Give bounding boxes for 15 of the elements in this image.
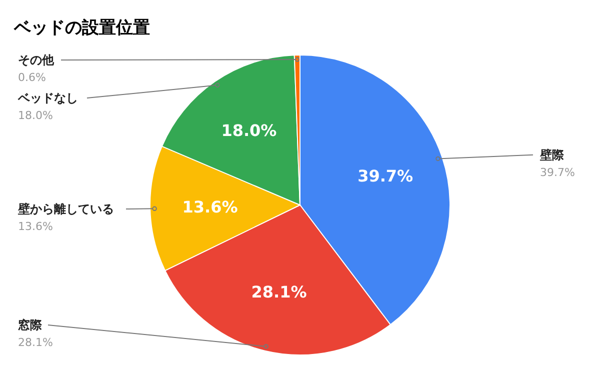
slice-label: ベッドなし	[17, 91, 78, 105]
data-label: 0.6%	[18, 71, 46, 84]
data-label: 18.0%	[221, 120, 277, 140]
slice-label: 壁際	[539, 148, 565, 162]
data-label: 39.7%	[358, 166, 414, 186]
text: 18.0%	[18, 109, 53, 122]
data-label: 13.6%	[182, 197, 238, 216]
slice-label: 壁から離している	[17, 202, 114, 216]
text: 28.1%	[18, 336, 53, 349]
slice-label: 窓際	[18, 318, 43, 332]
text: 13.6%	[18, 220, 53, 233]
data-label: 28.1%	[251, 282, 307, 302]
slice-label: その他	[18, 53, 55, 67]
chart-title: ベッドの設置位置	[13, 18, 150, 38]
text: 39.7%	[540, 166, 575, 179]
